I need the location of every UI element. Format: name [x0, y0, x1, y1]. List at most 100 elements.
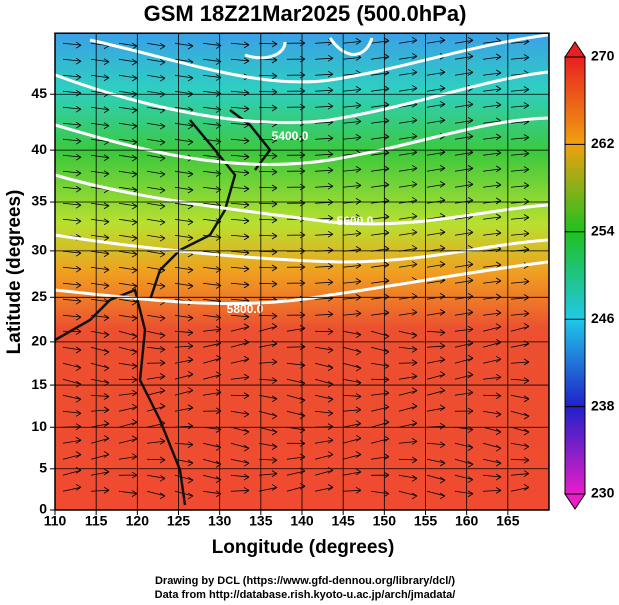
streamline: [454, 229, 474, 236]
streamline: [510, 394, 530, 403]
x-tick-label: 150: [373, 513, 397, 529]
streamline: [230, 249, 250, 257]
streamline: [370, 346, 390, 356]
streamline: [174, 441, 194, 449]
x-tick-label: 155: [414, 513, 438, 529]
streamline: [258, 377, 278, 384]
streamline: [454, 101, 474, 108]
streamline: [174, 170, 194, 178]
streamline: [146, 42, 166, 50]
streamline: [314, 451, 334, 460]
streamline: [342, 38, 362, 45]
streamline: [314, 278, 334, 286]
streamline: [370, 133, 390, 141]
streamline: [202, 186, 222, 193]
streamline: [370, 101, 390, 109]
streamline: [146, 122, 166, 130]
streamline: [482, 69, 502, 77]
streamline: [258, 184, 278, 192]
streamline: [62, 265, 82, 273]
x-tick-label: 135: [249, 513, 273, 529]
streamline: [482, 373, 502, 381]
streamline: [258, 426, 278, 436]
streamline: [258, 394, 278, 403]
streamline: [202, 442, 222, 451]
streamline: [258, 152, 278, 160]
streamline: [202, 106, 222, 113]
streamline: [230, 410, 250, 418]
streamline: [370, 181, 390, 189]
streamline: [454, 389, 474, 396]
streamline: [314, 54, 334, 62]
streamline: [370, 85, 390, 93]
y-tick-label: 5: [39, 459, 47, 475]
streamline: [398, 387, 418, 396]
streamline: [482, 229, 502, 237]
streamline: [230, 473, 250, 481]
streamline: [202, 314, 222, 321]
streamline: [258, 200, 278, 208]
streamline: [90, 346, 110, 356]
streamline: [314, 262, 334, 270]
chart-title: GSM 18Z21Mar2025 (500.0hPa): [144, 1, 467, 26]
streamline: [62, 313, 82, 321]
streamline: [482, 181, 502, 189]
streamline: [174, 371, 194, 380]
streamline: [146, 58, 166, 66]
x-tick-label: 145: [331, 513, 355, 529]
streamline: [398, 212, 418, 220]
streamline: [342, 86, 362, 93]
streamline: [454, 474, 474, 483]
streamline: [118, 170, 138, 178]
streamline: [510, 470, 530, 477]
streamline: [370, 117, 390, 125]
streamline: [398, 359, 418, 367]
colorbar-arrow: [564, 493, 586, 510]
streamline: [426, 84, 446, 92]
streamline: [510, 150, 530, 157]
streamline: [370, 53, 390, 61]
streamline: [342, 278, 362, 285]
colorbar-arrow: [564, 41, 586, 58]
streamline: [426, 260, 446, 268]
streamline: [258, 323, 278, 332]
x-tick-label: 125: [167, 513, 191, 529]
streamline: [118, 266, 138, 274]
streamline: [230, 233, 250, 241]
streamline: [426, 36, 446, 44]
streamline: [426, 180, 446, 188]
streamline: [118, 298, 138, 306]
footer-line: Data from http://database.rish.kyoto-u.a…: [155, 589, 456, 601]
streamline: [174, 404, 194, 412]
streamline: [90, 74, 110, 82]
x-tick-label: 120: [126, 513, 150, 529]
streamline: [426, 164, 446, 172]
streamline: [174, 342, 194, 350]
streamline: [314, 150, 334, 158]
streamline: [454, 407, 474, 415]
streamline: [230, 355, 250, 364]
streamline: [230, 373, 250, 381]
streamline: [174, 282, 194, 290]
streamline: [314, 328, 334, 335]
streamline: [510, 442, 530, 450]
streamline: [398, 346, 418, 353]
streamline: [202, 371, 222, 380]
streamline: [342, 420, 362, 428]
streamline: [62, 89, 82, 97]
streamline: [258, 72, 278, 80]
streamline: [398, 438, 418, 445]
streamline: [202, 389, 222, 396]
y-tick-label: 15: [31, 376, 47, 392]
streamline: [230, 458, 250, 467]
streamline: [146, 437, 166, 445]
streamline: [314, 409, 334, 417]
streamline: [118, 346, 138, 356]
x-tick-label: 130: [208, 513, 232, 529]
streamline: [146, 474, 166, 482]
streamline: [258, 470, 278, 477]
streamline: [342, 393, 362, 400]
streamline: [146, 154, 166, 162]
streamline: [342, 486, 362, 494]
streamline: [118, 453, 138, 460]
